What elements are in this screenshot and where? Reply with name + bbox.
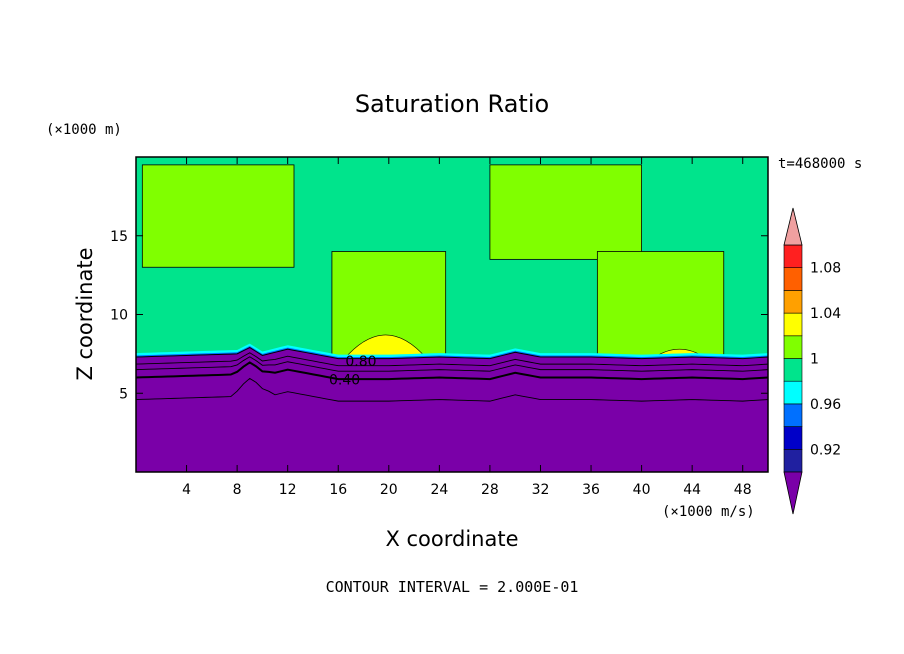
colorbar-label: 0.92: [810, 442, 841, 458]
contour-label-1: 0.40: [329, 373, 360, 389]
colorbar-label: 1.04: [810, 306, 841, 322]
x-unit-label: (×1000 m/s): [662, 504, 755, 520]
y-tick-label: 5: [119, 386, 128, 402]
x-tick-label: 24: [430, 482, 448, 498]
colorbar-top-triangle: [783, 207, 803, 246]
supersaturated-region: [489, 164, 643, 260]
y-unit-label: (×1000 m): [46, 122, 122, 138]
colorbar-bin: [783, 448, 803, 473]
y-tick-label: 15: [110, 229, 128, 245]
y-axis-ticks: 5 10 15: [110, 229, 768, 402]
x-tick-label: 4: [182, 482, 191, 498]
colorbar-bottom-triangle: [783, 471, 803, 515]
x-tick-label: 32: [532, 482, 550, 498]
time-label: t=468000 s: [778, 156, 862, 172]
y-axis-label: Z coordinate: [73, 247, 97, 380]
colorbar-bin: [783, 380, 803, 405]
y-tick-label: 10: [110, 308, 128, 324]
x-tick-label: 36: [582, 482, 600, 498]
x-tick-label: 20: [380, 482, 398, 498]
colorbar-bin: [783, 358, 803, 382]
saturation-field: [136, 157, 768, 472]
colorbar: 1.08 1.04 1 0.96 0.92: [783, 207, 841, 515]
x-axis-ticks: 4 8 12 16 20 24 28 32 36 40 44 48: [182, 157, 752, 498]
contour-lines: [136, 352, 768, 402]
contour-line: [136, 352, 768, 367]
colorbar-bin: [783, 426, 803, 450]
supersaturated-region: [596, 251, 725, 358]
x-tick-label: 48: [734, 482, 752, 498]
colorbar-label: 1: [810, 352, 819, 368]
contour-line: [136, 377, 768, 402]
contour-label-0: 0.80: [345, 354, 376, 370]
x-tick-label: 44: [683, 482, 701, 498]
x-axis-label: X coordinate: [385, 527, 518, 551]
x-tick-label: 12: [279, 482, 297, 498]
contour-interval-footer: CONTOUR INTERVAL = 2.000E-01: [326, 578, 579, 596]
colorbar-bin: [783, 244, 803, 269]
colorbar-bin: [783, 335, 803, 359]
colorbar-label: 0.96: [810, 397, 841, 413]
contour-line: [136, 356, 768, 372]
colorbar-label: 1.08: [810, 261, 841, 277]
colorbar-bin: [783, 312, 803, 337]
x-tick-label: 28: [481, 482, 499, 498]
contour-line-040: [136, 361, 768, 381]
contour-labels: 0.80 0.40: [329, 354, 377, 389]
x-tick-label: 16: [329, 482, 347, 498]
x-tick-label: 40: [633, 482, 651, 498]
supersaturated-region: [141, 164, 295, 268]
colorbar-bin: [783, 403, 803, 427]
x-tick-label: 8: [233, 482, 242, 498]
chart-title: Saturation Ratio: [355, 90, 549, 118]
colorbar-bin: [783, 290, 803, 314]
colorbar-bin: [783, 267, 803, 291]
